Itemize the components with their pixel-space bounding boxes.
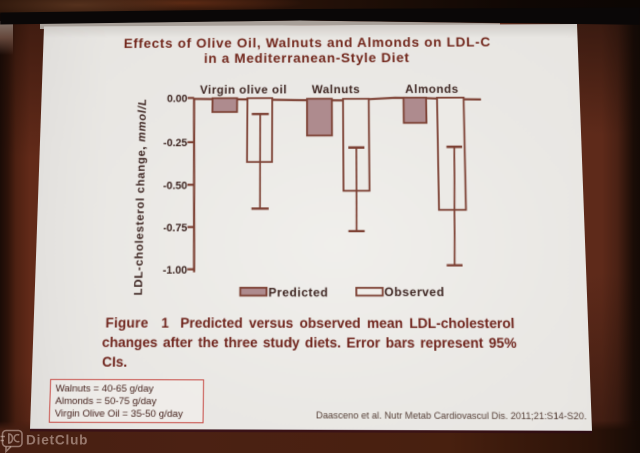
svg-text:-0.50: -0.50 [163,181,188,192]
svg-text:-0.25: -0.25 [163,138,188,149]
svg-text:0.00: 0.00 [167,94,188,105]
svg-text:Almonds: Almonds [405,84,459,96]
svg-text:Observed: Observed [384,287,445,300]
svg-text:LDL-cholesterol change, mmol/L: LDL-cholesterol change, mmol/L [132,98,149,295]
svg-text:DietClub: DietClub [26,433,88,448]
svg-text:-0.75: -0.75 [163,223,188,234]
svg-text:Predicted: Predicted [268,287,328,300]
svg-text:Virgin olive oil: Virgin olive oil [200,84,287,96]
svg-text:-1.00: -1.00 [163,265,188,277]
svg-text:Walnuts: Walnuts [312,84,360,96]
